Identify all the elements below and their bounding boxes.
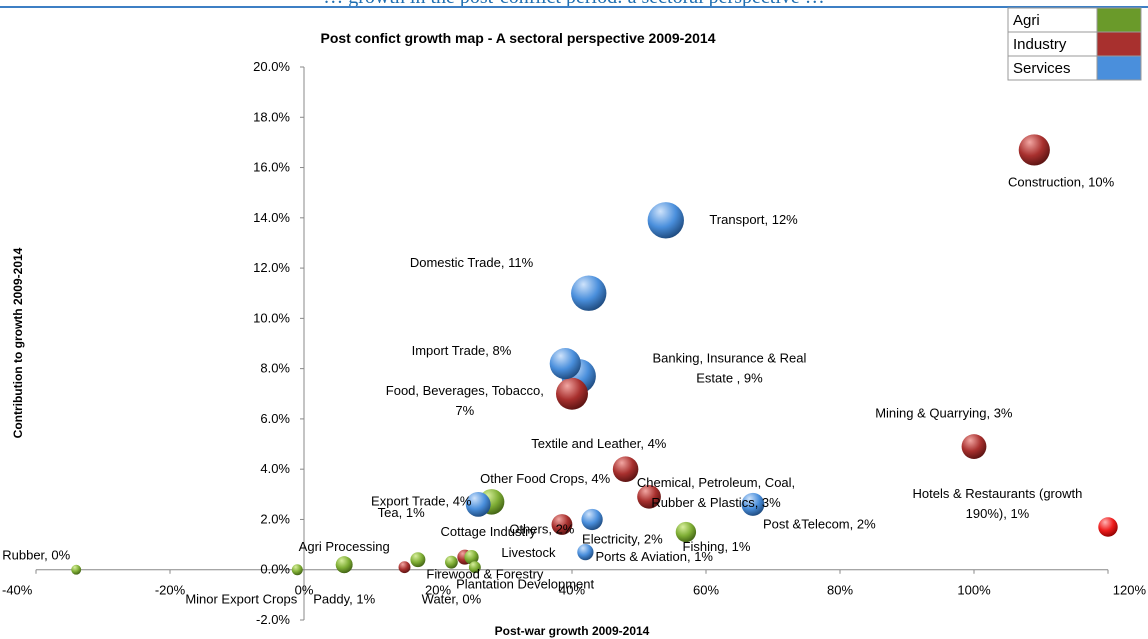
y-tick-label: 18.0% (253, 109, 290, 124)
bubble (445, 555, 458, 569)
y-axis-title: Contribution to growth 2009-2014 (11, 247, 25, 438)
legend-swatch-agri (1096, 7, 1142, 33)
y-tick-label: 6.0% (260, 411, 290, 426)
data-labels: Rubber, 0% Minor Export Crops Paddy, 1% Agr… (2, 174, 1114, 606)
bubble (291, 564, 303, 576)
x-axis-title: Post-war growth 2009-2014 (495, 624, 650, 638)
bubble (555, 377, 589, 410)
bubble (741, 492, 765, 516)
data-label: Import Trade, 8% (412, 343, 512, 358)
x-tick-label: 20% (425, 583, 451, 598)
data-label: Chemical, Petroleum, Coal, Rubber & Plast… (637, 475, 795, 510)
y-tick-label: 12.0% (253, 260, 290, 275)
legend-label-services: Services (1013, 60, 1071, 77)
data-label: Paddy, 1% (313, 592, 375, 607)
y-tick-label: 14.0% (253, 210, 290, 225)
legend-label-agri: Agri (1013, 12, 1040, 29)
y-tick-label: 2.0% (260, 511, 290, 526)
chart-title: Post confict growth map - A sectoral per… (321, 30, 716, 46)
data-label: Textile and Leather, 4% (531, 436, 667, 451)
data-label: Livestock (501, 545, 556, 560)
bubble (637, 484, 661, 509)
axes: -2.0% 0.0% 2.0% 4.0% 6.0% 8.0% 10.0% 12.0% 14.0%… (2, 59, 1146, 627)
bubble (612, 456, 639, 482)
bubble (468, 561, 481, 574)
x-tick-label: 60% (693, 583, 719, 598)
legend-cell (1007, 31, 1098, 57)
y-tick-label: 10.0% (253, 310, 290, 325)
data-label: Rubber, 0% (2, 548, 70, 563)
y-tick-label: 0.0% (260, 562, 290, 577)
data-label: Others, 2% (509, 521, 574, 536)
bubble (1098, 517, 1118, 537)
bubble (465, 491, 491, 517)
y-tick-label: 8.0% (260, 361, 290, 376)
top-rule (0, 6, 1148, 8)
data-label: Construction, 10% (1008, 174, 1115, 189)
data-label: Hotels & Restaurants (growth 190%), 1% (913, 486, 1083, 521)
x-tick-label: 0% (295, 583, 314, 598)
bubble (398, 561, 411, 574)
data-label: Minor Export Crops (185, 592, 297, 607)
bubble (335, 556, 353, 574)
bubble (464, 550, 479, 565)
x-tick-label: 40% (559, 583, 585, 598)
data-label: Fishing, 1% (683, 539, 751, 554)
x-tick-label: -40% (2, 583, 33, 598)
data-label: Post &Telecom, 2% (763, 516, 876, 531)
y-tick-label: 4.0% (260, 461, 290, 476)
data-label: Agri Processing (299, 539, 390, 554)
legend-label-industry: Industry (1013, 36, 1067, 53)
data-label: Firewood & Forestry (426, 567, 544, 582)
data-label: Tea, 1% (378, 505, 425, 520)
x-tick-label: 120% (1113, 583, 1147, 598)
data-label: Domestic Trade, 11% (410, 255, 534, 270)
y-tick-label: -2.0% (256, 612, 290, 627)
top-strip-text: … growth in the post-conflict period: a … (0, 0, 1148, 8)
data-label: Mining & Quarrying, 3% (875, 406, 1013, 421)
data-label: Transport, 12% (709, 212, 798, 227)
bubble (581, 508, 603, 531)
bubble (551, 514, 573, 535)
y-tick-label: 20.0% (253, 59, 290, 74)
data-label: Ports & Aviation, 1% (595, 549, 713, 564)
data-label: Water, 0% (422, 592, 482, 607)
legend: Agri Industry Services (1007, 7, 1142, 81)
bubble (961, 434, 987, 459)
bubble (410, 552, 426, 568)
x-tick-label: 80% (827, 583, 853, 598)
bubble (1018, 134, 1050, 166)
x-tick-label: -20% (155, 583, 186, 598)
bubbles (71, 134, 1118, 576)
legend-swatch-industry (1096, 31, 1142, 57)
data-label: Other Food Crops, 4% (480, 471, 610, 486)
y-tick-label: 16.0% (253, 160, 290, 175)
legend-swatch-services (1096, 55, 1142, 81)
bubble (675, 521, 697, 543)
x-tick-label: 100% (957, 583, 991, 598)
bubble (571, 275, 607, 311)
bubble (647, 202, 684, 239)
data-label: Cottage Industry (441, 524, 537, 539)
data-label: Food, Beverages, Tobacco, 7% (386, 383, 544, 418)
data-label: Plantation Development (456, 577, 594, 592)
data-label: Banking, Insurance & Real Estate , 9% (652, 350, 806, 385)
data-label: Export Trade, 4% (371, 494, 472, 509)
bubble (549, 348, 581, 380)
data-label: Electricity, 2% (582, 531, 663, 546)
top-strip: … growth in the post-conflict period: a … (0, 0, 1148, 8)
bubble (577, 544, 594, 561)
bubble (71, 564, 82, 575)
